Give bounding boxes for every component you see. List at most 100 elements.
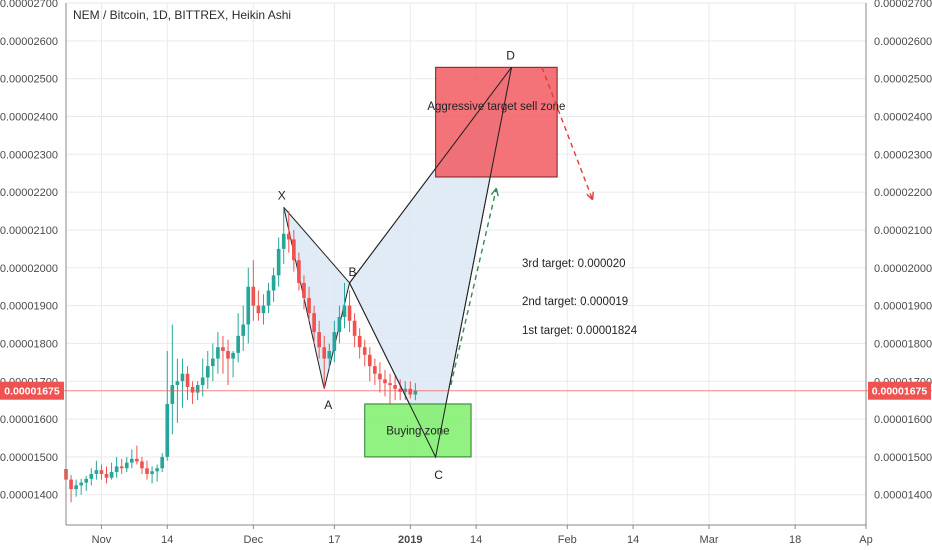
- candle-down: [383, 369, 387, 397]
- candle-body: [292, 239, 296, 261]
- buy-zone: [364, 403, 472, 458]
- candle-down: [256, 290, 261, 321]
- targets-layer: 3rd target: 0.000020 2nd target: 0.000019…: [522, 258, 638, 337]
- candle-body: [124, 462, 129, 469]
- last-price-label-left: 0.00001675: [4, 386, 60, 398]
- candle-body: [185, 373, 190, 387]
- candle-up: [236, 313, 240, 363]
- last-price-badge-left: [0, 381, 64, 400]
- candle-up: [276, 237, 281, 287]
- candles-layer: [64, 207, 418, 503]
- candle-body: [145, 468, 149, 474]
- y-tick-label-left: 0.00002700: [0, 0, 58, 10]
- candle-down: [347, 290, 352, 333]
- candle-up: [216, 332, 220, 374]
- candle-down: [378, 362, 382, 393]
- candle-body: [317, 332, 321, 348]
- x-tick-label: Nov: [92, 534, 112, 546]
- y-tick-label-left: 0.00001600: [0, 414, 58, 426]
- pattern-point-d: D: [506, 48, 515, 62]
- last-price-label-right: 0.00001675: [872, 386, 928, 398]
- candle-body: [246, 286, 251, 325]
- y-tick-label-right: 0.00001600: [874, 414, 932, 426]
- candle-body: [190, 386, 195, 393]
- candle-down: [367, 347, 372, 382]
- candle-body: [175, 381, 180, 386]
- candle-body: [393, 385, 397, 389]
- candle-body: [241, 324, 246, 336]
- x-tick-label: 14: [627, 534, 639, 546]
- y-tick-label-left: 0.00002300: [0, 149, 58, 161]
- candle-up: [155, 464, 159, 482]
- candle-down: [317, 320, 321, 359]
- candle-down: [140, 456, 144, 474]
- candle-up: [205, 351, 210, 389]
- candle-down: [408, 381, 413, 399]
- x-tick-label: 17: [328, 534, 340, 546]
- y-tick-label-right: 0.00002600: [874, 36, 932, 48]
- candle-down: [286, 211, 291, 253]
- candle-body: [276, 248, 281, 276]
- candle-up: [150, 466, 154, 484]
- y-tick-label-right: 0.00002700: [874, 0, 932, 10]
- candle-body: [170, 385, 175, 404]
- candle-body: [327, 351, 332, 359]
- candle-body: [140, 461, 144, 469]
- candle-up: [241, 305, 246, 351]
- candle-body: [302, 282, 306, 299]
- candle-down: [373, 358, 377, 386]
- candle-down: [307, 286, 311, 321]
- candle-body: [226, 351, 230, 359]
- x-tick-label: Mar: [700, 534, 719, 546]
- y-tick-label-right: 0.00001500: [874, 452, 932, 464]
- candle-down: [251, 260, 256, 321]
- projection-arrow-head: [495, 188, 499, 197]
- candle-body: [79, 482, 84, 486]
- candle-body: [322, 347, 327, 359]
- candle-body: [99, 470, 104, 474]
- pattern-labels: X A B C D: [278, 48, 516, 482]
- candle-up: [124, 456, 129, 473]
- price-line-layer: 0.00001675 0.00001675: [0, 381, 932, 400]
- x-tick-label: 14: [470, 534, 482, 546]
- candle-body: [119, 466, 124, 469]
- y-tick-label-left: 0.00002600: [0, 36, 58, 48]
- candle-down: [357, 328, 362, 359]
- candle-body: [69, 479, 73, 490]
- candle-body: [271, 275, 276, 291]
- candle-body: [160, 456, 165, 469]
- candle-down: [104, 466, 109, 484]
- y-tick-label-right: 0.00002500: [874, 74, 932, 86]
- target-text: 1st target: 0.00001824: [522, 325, 638, 337]
- pattern-point-x: X: [278, 188, 286, 202]
- sell-off-arrow-head: [591, 191, 594, 200]
- candle-up: [109, 462, 114, 480]
- candle-up: [114, 456, 119, 478]
- y-tick-label-right: 0.00002200: [874, 187, 932, 199]
- sell-zone-label: Aggressive target sell zone: [427, 101, 565, 113]
- candle-up: [165, 351, 170, 461]
- candle-body: [236, 335, 240, 353]
- candle-up: [281, 207, 286, 264]
- candle-up: [271, 267, 276, 302]
- candle-body: [180, 373, 185, 382]
- last-price-badge-right: [868, 381, 931, 400]
- candle-down: [292, 229, 296, 272]
- candle-up: [246, 267, 251, 344]
- candle-body: [281, 233, 286, 249]
- candle-down: [185, 366, 190, 401]
- candle-up: [211, 343, 215, 382]
- x-tick-label: Dec: [244, 534, 264, 546]
- y-tick-label-right: 0.00002100: [874, 225, 932, 237]
- x-tick-label: Feb: [558, 534, 577, 546]
- y-tick-label-left: 0.00002200: [0, 187, 58, 199]
- candle-body: [231, 352, 235, 359]
- x-tick-label: 18: [789, 534, 801, 546]
- candle-body: [347, 305, 352, 321]
- candle-body: [211, 358, 215, 367]
- candle-down: [362, 339, 367, 367]
- candle-body: [408, 388, 413, 395]
- candle-body: [413, 390, 418, 395]
- zones-layer: Aggressive target sell zone Buying zone: [349, 66, 565, 459]
